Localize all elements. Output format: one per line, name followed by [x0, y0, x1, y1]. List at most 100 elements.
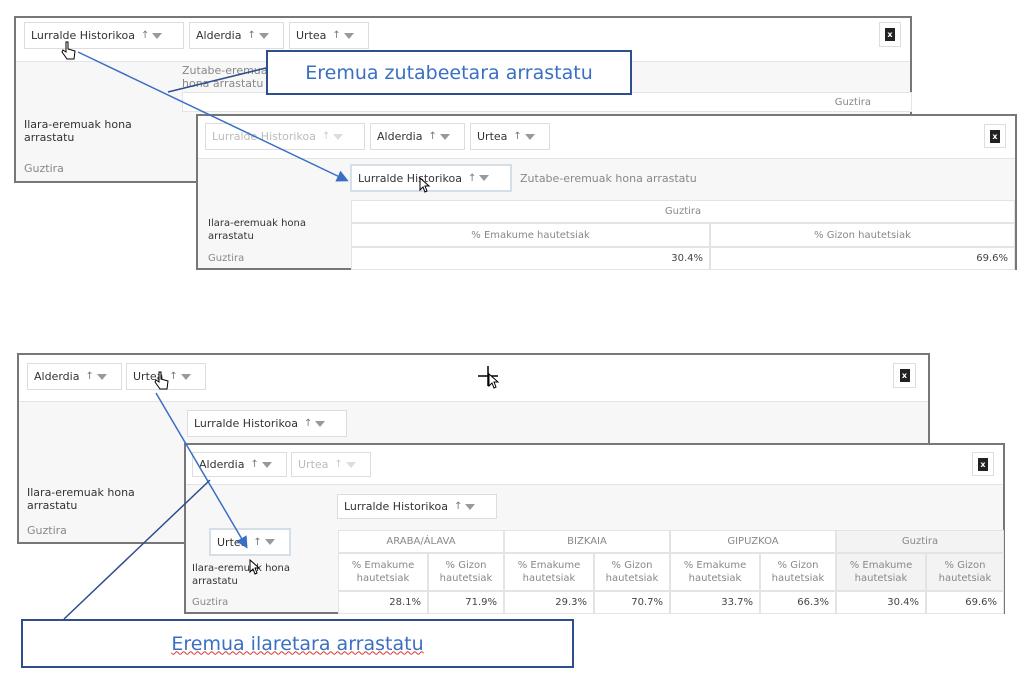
sort-arrow-icon[interactable]: ↑ — [332, 30, 341, 41]
filter-icon — [479, 175, 490, 181]
field-pill-party[interactable]: Alderdia ↑ — [189, 22, 284, 49]
field-pill-year[interactable]: Urtea ↑ — [289, 22, 369, 49]
filter-icon[interactable] — [465, 503, 476, 510]
sort-arrow-icon[interactable]: ↑ — [169, 371, 178, 382]
field-pill-region-ghost: Lurralde Historikoa ↑ — [205, 123, 365, 150]
column-drop-zone[interactable]: Zutabe-eremuak hona arrastatu — [520, 172, 697, 185]
filter-icon — [264, 539, 275, 545]
callout-rows: Eremua ilaretara arrastatu — [21, 619, 574, 668]
row-total-label: Guztira — [27, 524, 67, 537]
column-header: Guztira — [836, 530, 1004, 553]
field-pill-party[interactable]: Alderdia ↑ — [370, 123, 465, 150]
value-cell: 33.7% — [670, 591, 760, 614]
pill-label: Alderdia — [196, 29, 242, 42]
measure-header: % Gizon hautetsiak — [710, 223, 1015, 247]
field-toolbar: Alderdia ↑ Urtea ↑ x — [19, 355, 928, 402]
sort-arrow-icon[interactable]: ↑ — [303, 418, 313, 429]
filter-icon[interactable] — [315, 420, 326, 427]
value-cell: 71.9% — [428, 591, 504, 614]
measure-header: % Emakume hautetsiak — [836, 553, 926, 591]
pill-label: Urtea — [133, 370, 164, 383]
value-cell: 66.3% — [760, 591, 836, 614]
sort-arrow-icon[interactable]: ↑ — [453, 501, 463, 512]
sort-arrow-icon[interactable]: ↑ — [428, 131, 437, 142]
value-cell: 29.3% — [504, 591, 594, 614]
row-total-label: Guztira — [192, 597, 229, 608]
dragged-field-year[interactable]: Urtea ↑ — [210, 529, 290, 555]
pill-label: Urtea — [296, 29, 327, 42]
pill-label: Lurralde Historikoa — [212, 130, 316, 143]
sort-arrow-icon[interactable]: ↑ — [250, 459, 259, 470]
column-header-total: Guztira — [351, 200, 1015, 223]
value-cell: 28.1% — [338, 591, 428, 614]
pill-label: Alderdia — [199, 458, 245, 471]
measure-header: % Gizon hautetsiak — [760, 553, 836, 591]
column-header: BIZKAIA — [504, 530, 670, 553]
excel-icon: x — [990, 129, 1000, 143]
field-pill-year[interactable]: Urtea ↑ — [470, 123, 550, 150]
sort-arrow-icon[interactable]: ↑ — [513, 131, 522, 142]
filter-icon[interactable] — [258, 32, 269, 39]
callout-columns: Eremua zutabeetara arrastatu — [266, 50, 632, 95]
value-cell: 30.4% — [351, 247, 710, 270]
excel-export-button[interactable]: x — [879, 22, 901, 47]
pivot-body: Lurralde Historikoa ↑ Zutabe-eremuak hona… — [198, 159, 1015, 270]
pill-label: Alderdia — [34, 370, 80, 383]
dragged-field-region[interactable]: Lurralde Historikoa ↑ — [351, 165, 511, 191]
excel-export-button[interactable]: x — [972, 452, 994, 476]
row-total-label: Guztira — [24, 162, 64, 175]
measure-header: % Gizon hautetsiak — [594, 553, 670, 591]
value-cell: 70.7% — [594, 591, 670, 614]
measure-header: % Emakume hautetsiak — [338, 553, 428, 591]
measure-header: % Gizon hautetsiak — [926, 553, 1004, 591]
excel-export-button[interactable]: x — [893, 363, 916, 388]
pill-label: Lurralde Historikoa — [344, 500, 448, 513]
callout-text: Eremua ilaretara arrastatu — [171, 632, 424, 655]
filter-icon[interactable] — [261, 461, 272, 468]
column-field-region[interactable]: Lurralde Historikoa ↑ — [337, 494, 497, 519]
excel-export-button[interactable]: x — [984, 124, 1006, 148]
filter-icon — [333, 133, 344, 140]
column-drop-zone[interactable]: Zutabe-eremuak hona arrastatu — [182, 64, 274, 90]
sort-arrow-icon: ↑ — [467, 172, 477, 184]
excel-icon: x — [885, 28, 895, 41]
filter-icon[interactable] — [152, 32, 163, 39]
column-header: ARABA/ÁLAVA — [338, 530, 504, 553]
value-cell: 69.6% — [926, 591, 1004, 614]
field-pill-year-ghost: Urtea ↑ — [291, 452, 371, 477]
pill-label: Urtea — [217, 535, 248, 549]
sort-arrow-icon[interactable]: ↑ — [247, 30, 256, 41]
field-toolbar: Lurralde Historikoa ↑ Alderdia ↑ Urtea ↑ x — [198, 116, 1015, 159]
pill-label: Lurralde Historikoa — [358, 171, 462, 185]
column-header: GIPUZKOA — [670, 530, 836, 553]
row-drop-zone[interactable]: Ilara-eremuak hona arrastatu — [24, 118, 132, 144]
column-header: Guztira — [182, 92, 912, 112]
column-field-region[interactable]: Lurralde Historikoa ↑ — [187, 410, 347, 437]
measure-header: % Emakume hautetsiak — [670, 553, 760, 591]
value-cell: 30.4% — [836, 591, 926, 614]
field-pill-party[interactable]: Alderdia ↑ — [192, 452, 287, 477]
field-pill-region[interactable]: Lurralde Historikoa ↑ — [24, 22, 184, 49]
measure-header: % Emakume hautetsiak — [351, 223, 710, 247]
sort-arrow-icon[interactable]: ↑ — [140, 30, 150, 41]
sort-arrow-icon: ↑ — [321, 131, 331, 142]
pivot-panel-rows: Alderdia ↑ Urtea ↑ x Lurralde Historikoa ↑ … — [184, 443, 1005, 614]
filter-icon[interactable] — [343, 32, 354, 39]
measure-header: % Emakume hautetsiak — [504, 553, 594, 591]
field-pill-party[interactable]: Alderdia ↑ — [27, 363, 122, 390]
row-drop-zone[interactable]: Ilara-eremuak hona arrastatu — [208, 218, 306, 242]
filter-icon[interactable] — [96, 373, 107, 380]
field-pill-year[interactable]: Urtea ↑ — [126, 363, 206, 390]
filter-icon — [345, 461, 356, 468]
filter-icon[interactable] — [524, 133, 535, 140]
sort-arrow-icon: ↑ — [253, 536, 262, 548]
measure-header: % Gizon hautetsiak — [428, 553, 504, 591]
sort-arrow-icon[interactable]: ↑ — [85, 371, 94, 382]
row-drop-zone[interactable]: Ilara-eremuak hona arrastatu — [27, 486, 135, 512]
pill-label: Alderdia — [377, 130, 423, 143]
row-drop-zone[interactable]: Ilara-eremuak hona arrastatu — [192, 563, 290, 587]
filter-icon[interactable] — [180, 373, 191, 380]
filter-icon[interactable] — [439, 133, 450, 140]
value-cell: 69.6% — [710, 247, 1015, 270]
sort-arrow-icon: ↑ — [334, 459, 343, 470]
